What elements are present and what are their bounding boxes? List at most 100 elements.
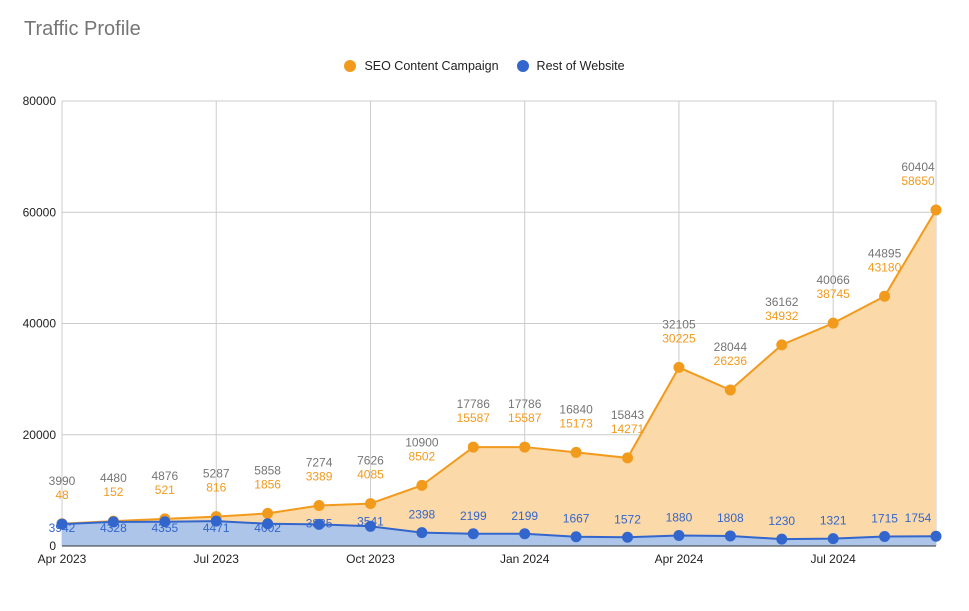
point-rest-1	[107, 516, 119, 528]
point-seo-5	[313, 500, 325, 512]
data-label-seo-11: 14271	[611, 422, 645, 436]
data-label-seo-12: 30225	[662, 331, 696, 345]
chart-title: Traffic Profile	[24, 18, 141, 40]
data-label-seo-10: 15173	[559, 416, 593, 430]
data-label-rest-3: 4471	[203, 521, 230, 535]
data-label-total-4: 5858	[254, 463, 281, 477]
point-seo-13	[724, 384, 736, 396]
data-label-rest-17: 1754	[905, 511, 932, 525]
data-label-total-5: 7274	[306, 456, 333, 470]
point-rest-13	[724, 530, 736, 542]
data-label-total-1: 4480	[100, 471, 127, 485]
point-rest-4	[262, 518, 274, 530]
point-rest-2	[159, 516, 171, 528]
data-label-seo-1: 152	[103, 485, 123, 499]
point-rest-9	[519, 528, 531, 540]
legend-item-seo[interactable]: SEO Content Campaign	[344, 59, 499, 73]
data-label-total-10: 16840	[559, 402, 593, 416]
point-rest-16	[879, 530, 891, 542]
data-label-rest-8: 2199	[460, 509, 487, 523]
data-label-seo-14: 34932	[765, 309, 799, 323]
x-tick-label-3: Jan 2024	[500, 552, 550, 566]
point-seo-14	[776, 339, 788, 351]
point-rest-5	[313, 518, 325, 530]
data-label-seo-8: 15587	[457, 411, 491, 425]
data-label-rest-6: 3541	[357, 515, 384, 529]
area-seo-content-campaign	[62, 210, 936, 540]
point-seo-15	[827, 317, 839, 329]
data-label-total-17: 60404	[901, 160, 935, 174]
data-label-rest-14: 1230	[768, 514, 795, 528]
data-label-rest-13: 1808	[717, 511, 744, 525]
data-label-total-14: 36162	[765, 295, 799, 309]
data-label-total-0: 3990	[49, 474, 76, 488]
data-label-rest-9: 2199	[511, 509, 538, 523]
data-label-total-11: 15843	[611, 408, 645, 422]
y-tick-label-1: 20000	[23, 428, 57, 442]
data-label-seo-7: 8502	[409, 449, 436, 463]
data-label-total-13: 28044	[714, 340, 748, 354]
data-label-total-6: 7626	[357, 454, 384, 468]
point-seo-16	[879, 290, 891, 302]
data-label-seo-3: 816	[206, 481, 226, 495]
data-label-total-12: 32105	[662, 317, 696, 331]
point-rest-10	[570, 531, 582, 543]
data-label-seo-13: 26236	[714, 354, 748, 368]
data-label-total-3: 5287	[203, 467, 230, 481]
data-label-rest-15: 1321	[820, 514, 847, 528]
point-rest-3	[210, 515, 222, 527]
data-label-rest-0: 3942	[49, 521, 76, 535]
x-tick-label-5: Jul 2024	[810, 552, 856, 566]
data-label-seo-6: 4085	[357, 468, 384, 482]
point-seo-10	[570, 446, 582, 458]
data-label-total-9: 17786	[508, 397, 542, 411]
x-tick-label-1: Jul 2023	[194, 552, 240, 566]
legend-marker-seo	[344, 60, 357, 72]
data-label-rest-1: 4328	[100, 521, 127, 535]
point-seo-4	[262, 507, 274, 519]
data-label-seo-17: 58650	[901, 174, 935, 188]
point-rest-15	[827, 533, 839, 545]
data-label-rest-12: 1880	[666, 511, 693, 525]
data-label-total-7: 10900	[405, 435, 439, 449]
data-label-total-8: 17786	[457, 397, 491, 411]
data-label-rest-16: 1715	[871, 511, 898, 525]
data-label-seo-5: 3389	[306, 470, 333, 484]
data-label-seo-2: 521	[155, 483, 175, 497]
area-rest-of-website	[62, 521, 936, 546]
legend-item-rest[interactable]: Rest of Website	[516, 59, 625, 73]
data-label-rest-7: 2398	[409, 508, 436, 522]
y-tick-label-4: 80000	[23, 94, 57, 108]
legend: SEO Content Campaign Rest of Website	[0, 59, 969, 73]
point-seo-7	[416, 479, 428, 491]
y-tick-label-0: 0	[49, 539, 56, 553]
legend-label-rest: Rest of Website	[536, 59, 625, 73]
point-rest-0	[56, 518, 68, 530]
point-rest-8	[467, 528, 479, 540]
point-seo-8	[467, 441, 479, 453]
data-label-rest-11: 1572	[614, 512, 641, 526]
point-rest-7	[416, 527, 428, 539]
data-label-rest-4: 4002	[254, 521, 281, 535]
data-label-seo-0: 48	[55, 488, 69, 502]
y-tick-label-3: 60000	[23, 205, 57, 219]
point-seo-17	[930, 204, 942, 216]
x-tick-label-2: Oct 2023	[346, 552, 395, 566]
data-label-seo-9: 15587	[508, 411, 542, 425]
point-rest-6	[364, 520, 376, 532]
point-rest-14	[776, 533, 788, 545]
data-label-total-2: 4876	[151, 469, 178, 483]
data-label-rest-10: 1667	[563, 512, 590, 526]
data-label-seo-16: 43180	[868, 260, 902, 274]
point-seo-6	[364, 498, 376, 510]
data-label-seo-4: 1856	[254, 477, 281, 491]
point-seo-12	[673, 361, 685, 373]
data-label-total-16: 44895	[868, 246, 902, 260]
legend-label-seo: SEO Content Campaign	[364, 59, 499, 73]
x-tick-label-4: Apr 2024	[655, 552, 704, 566]
line-seo-content-campaign	[61, 209, 937, 525]
point-rest-11	[622, 531, 634, 543]
point-rest-12	[673, 530, 685, 542]
